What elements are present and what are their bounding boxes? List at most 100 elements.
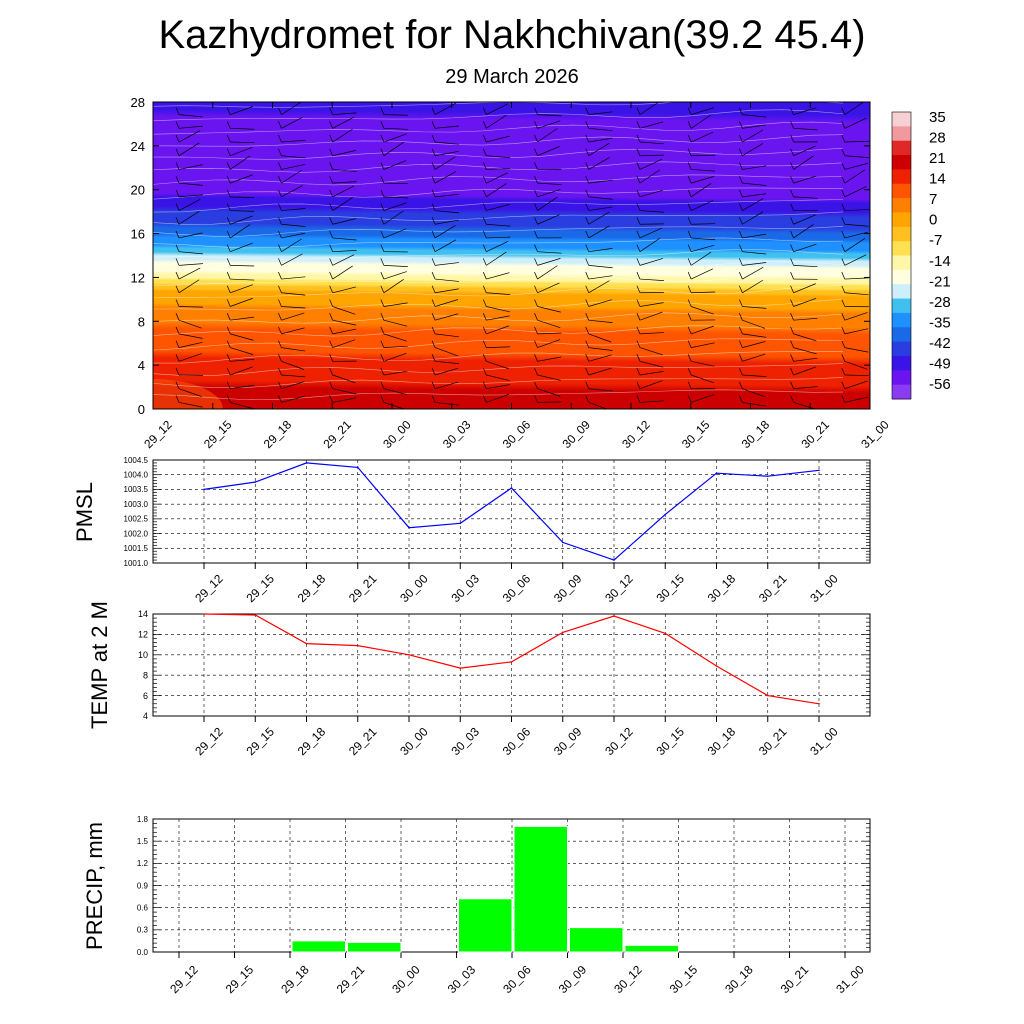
wind-barb-feather bbox=[636, 285, 641, 293]
wind-barb-feather bbox=[226, 107, 231, 115]
wind-barb-feather bbox=[739, 203, 743, 211]
wind-barb bbox=[383, 265, 408, 268]
wind-barb-feather bbox=[534, 285, 538, 293]
wind-barb bbox=[230, 106, 253, 115]
wind-barb-feather bbox=[534, 162, 538, 170]
wind-barb-feather bbox=[636, 244, 641, 252]
series-point bbox=[510, 661, 513, 663]
wind-barb-feather bbox=[585, 203, 590, 211]
wind-barb bbox=[588, 388, 613, 392]
wind-barb-feather bbox=[841, 203, 846, 211]
wind-barb bbox=[486, 241, 509, 252]
wind-barb-feather bbox=[380, 121, 385, 129]
wind-barb bbox=[434, 225, 456, 239]
wind-barb-feather bbox=[380, 313, 385, 321]
precip-bar bbox=[624, 944, 679, 953]
wind-barb bbox=[486, 315, 510, 321]
wind-barb-feather bbox=[841, 217, 846, 225]
wind-barb-feather bbox=[585, 134, 590, 143]
wind-barb bbox=[588, 137, 613, 143]
wind-barb bbox=[434, 347, 458, 357]
wind-barb bbox=[383, 133, 407, 143]
x-tick-label: 30_18 bbox=[705, 724, 739, 758]
wind-barb bbox=[281, 232, 306, 239]
wind-barb bbox=[230, 224, 251, 239]
wind-barb bbox=[178, 279, 200, 294]
wind-barb-feather bbox=[380, 340, 385, 348]
wind-barb bbox=[230, 284, 253, 294]
wind-barb bbox=[230, 333, 254, 341]
wind-barb-feather bbox=[329, 285, 333, 293]
precip-bar bbox=[291, 940, 346, 953]
contour-line bbox=[153, 312, 844, 324]
wind-barb bbox=[332, 169, 357, 172]
wind-barb-feather bbox=[585, 189, 590, 197]
wind-barb bbox=[383, 302, 408, 307]
wind-barb bbox=[383, 228, 407, 239]
wind-barb-feather bbox=[482, 271, 487, 280]
wind-barb bbox=[332, 397, 357, 403]
colorbar-label: -28 bbox=[929, 294, 951, 311]
wind-barb-feather bbox=[636, 148, 641, 156]
wind-barb bbox=[281, 185, 303, 198]
wind-barb-feather bbox=[431, 326, 436, 335]
wind-barb bbox=[691, 360, 715, 367]
series-point bbox=[356, 466, 359, 469]
series-point bbox=[664, 632, 667, 635]
wind-barb-feather bbox=[278, 258, 282, 266]
wind-barb bbox=[588, 127, 613, 132]
series-point bbox=[203, 488, 205, 491]
wind-barb-feather bbox=[739, 285, 743, 293]
wind-barb bbox=[537, 306, 561, 313]
x-tick-label: 30_00 bbox=[397, 724, 431, 758]
series-point bbox=[715, 472, 718, 475]
wind-barb bbox=[230, 359, 255, 362]
wind-barb bbox=[690, 251, 712, 266]
wind-barb bbox=[844, 209, 869, 211]
wind-barb bbox=[230, 155, 251, 170]
warm-core bbox=[153, 379, 223, 409]
x-tick-label: 29_21 bbox=[346, 571, 380, 605]
colorbar-swatch bbox=[892, 140, 911, 156]
wind-barb-feather bbox=[739, 107, 743, 115]
wind-barb-feather bbox=[329, 354, 333, 362]
wind-barb-feather bbox=[431, 148, 436, 156]
colorbar-swatch bbox=[892, 226, 911, 242]
wind-barb-feather bbox=[687, 340, 692, 348]
wind-barb-feather bbox=[790, 258, 794, 266]
wind-barb-feather bbox=[431, 175, 436, 184]
wind-barb-feather bbox=[790, 230, 794, 239]
temperature-field bbox=[153, 102, 870, 409]
y-tick-label: 0.3 bbox=[137, 926, 149, 935]
wind-barb-feather bbox=[482, 313, 487, 321]
wind-barb bbox=[639, 210, 664, 213]
series-point bbox=[561, 541, 564, 544]
wind-barb-feather bbox=[739, 148, 743, 156]
wind-barb bbox=[178, 341, 203, 348]
wind-barb-feather bbox=[431, 313, 436, 321]
wind-barb bbox=[793, 366, 817, 376]
wind-barb bbox=[486, 114, 507, 129]
x-tick-label: 29_12 bbox=[167, 962, 201, 996]
wind-barb bbox=[844, 396, 869, 403]
wind-barb bbox=[793, 402, 817, 409]
wind-barb-feather bbox=[226, 189, 231, 197]
x-tick-label: 29_12 bbox=[141, 417, 175, 451]
wind-barb bbox=[230, 297, 253, 307]
wind-barb-feather bbox=[534, 175, 538, 184]
wind-barb-feather bbox=[790, 271, 794, 280]
y-tick-label: 0.0 bbox=[137, 948, 149, 957]
wind-barb-feather bbox=[278, 107, 282, 115]
wind-barb bbox=[742, 402, 767, 407]
wind-barb bbox=[383, 196, 408, 199]
wind-barb-feather bbox=[534, 189, 538, 197]
wind-barb-feather bbox=[636, 367, 641, 376]
wind-barb-feather bbox=[329, 326, 333, 335]
wind-barb bbox=[383, 370, 408, 376]
wind-barb-feather bbox=[380, 217, 385, 225]
wind-barb bbox=[383, 333, 407, 342]
wind-barb bbox=[588, 142, 610, 157]
wind-barb-feather bbox=[687, 326, 692, 335]
wind-barb-feather bbox=[431, 258, 436, 266]
wind-barb-feather bbox=[226, 134, 231, 143]
